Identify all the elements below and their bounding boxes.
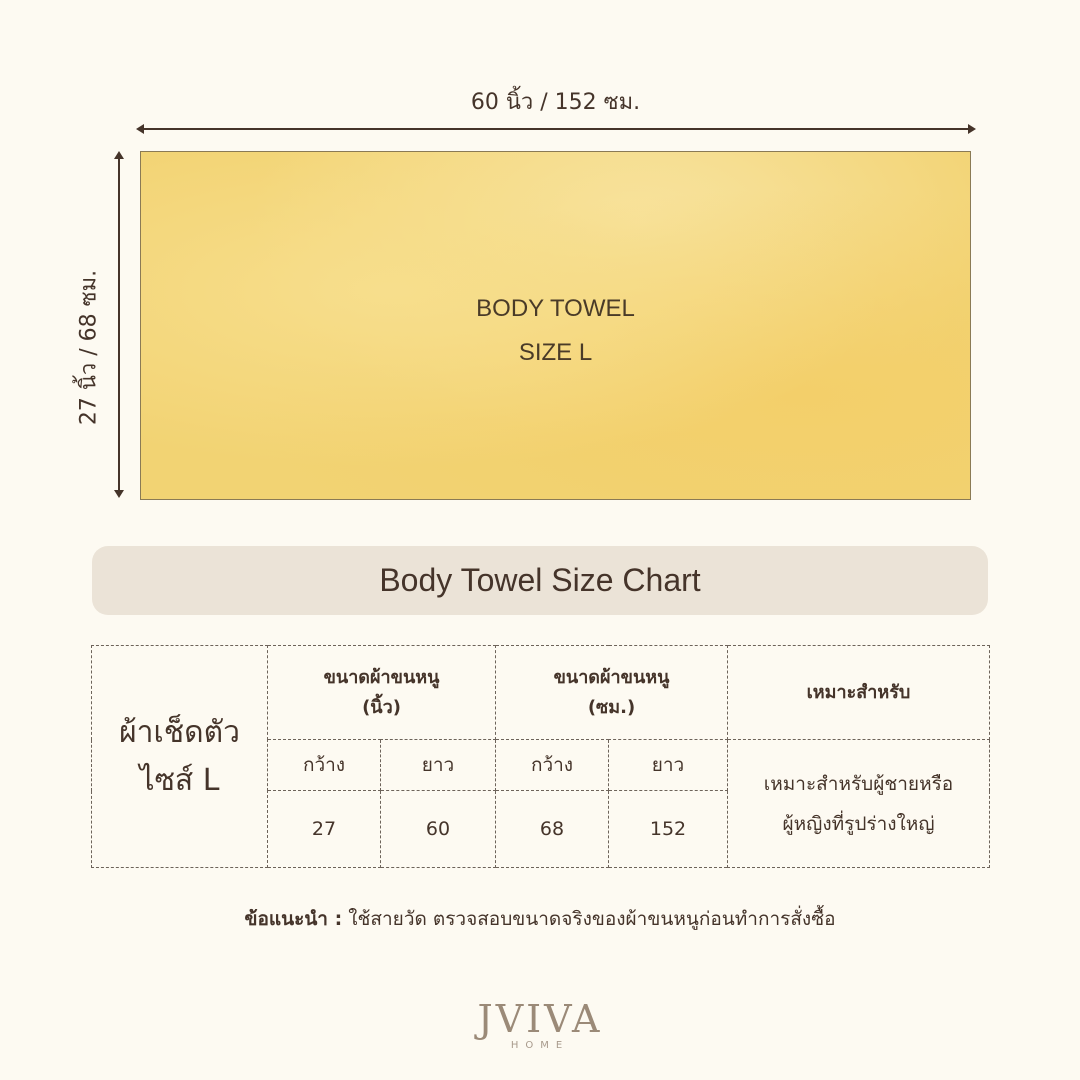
value-width-cm: 68 <box>495 790 609 868</box>
sub-length-inch: ยาว <box>380 739 496 791</box>
brand-logo: JVIVA HOME <box>440 998 640 1051</box>
towel-name: BODY TOWEL <box>476 295 635 322</box>
logo-sub: HOME <box>510 1040 570 1051</box>
towel-caption: BODY TOWEL SIZE L <box>141 287 970 375</box>
size-table: ผ้าเช็ดตัว ไซส์ L ขนาดผ้าขนหนู (นิ้ว) ขนาด… <box>91 645 990 868</box>
width-label: 60 นิ้ว / 152 ซม. <box>470 90 641 115</box>
width-arrow <box>136 124 976 134</box>
chart-title: Body Towel Size Chart <box>92 546 988 615</box>
sub-length-cm: ยาว <box>608 739 728 791</box>
row-label: ผ้าเช็ดตัว ไซส์ L <box>91 645 268 868</box>
header-inch: ขนาดผ้าขนหนู (นิ้ว) <box>267 645 496 740</box>
sub-width-inch: กว้าง <box>267 739 381 791</box>
towel-image: BODY TOWEL SIZE L <box>140 151 971 500</box>
note-label: ข้อแนะนำ : <box>244 908 343 930</box>
value-width-inch: 27 <box>267 790 381 868</box>
value-length-cm: 152 <box>608 790 728 868</box>
note-text: ใช้สายวัด ตรวจสอบขนาดจริงของผ้าขนหนูก่อน… <box>342 908 836 930</box>
height-arrow <box>114 151 124 498</box>
height-label: 27 นิ้ว / 68 ซม. <box>76 269 102 426</box>
logo-main: JVIVA <box>477 997 603 1041</box>
value-length-inch: 60 <box>380 790 496 868</box>
note: ข้อแนะนำ : ใช้สายวัด ตรวจสอบขนาดจริงของผ… <box>0 904 1080 934</box>
suitable-text: เหมาะสำหรับผู้ชายหรือ ผู้หญิงที่รูปร่างให… <box>727 739 990 868</box>
header-suitable: เหมาะสำหรับ <box>727 645 990 740</box>
header-cm: ขนาดผ้าขนหนู (ซม.) <box>495 645 728 740</box>
towel-size: SIZE L <box>518 339 593 366</box>
sub-width-cm: กว้าง <box>495 739 609 791</box>
